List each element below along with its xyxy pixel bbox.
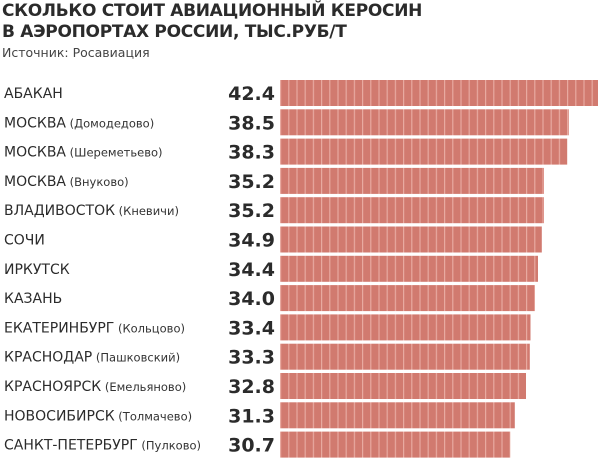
- chart-source: Источник: Росавиация: [2, 45, 150, 60]
- category-label: СОЧИ: [4, 233, 45, 249]
- value-label: 33.4: [228, 317, 275, 339]
- bar: [280, 343, 530, 370]
- value-label: 32.8: [228, 376, 275, 398]
- value-label: 34.9: [228, 230, 275, 252]
- value-label: 34.0: [228, 288, 275, 310]
- bar: [280, 226, 542, 253]
- bar: [280, 109, 569, 136]
- category-label: МОСКВА (Внуково): [4, 174, 129, 190]
- category-label: ИРКУТСК: [4, 262, 70, 278]
- category-label: ВЛАДИВОСТОК (Кневичи): [4, 203, 179, 219]
- bar: [280, 402, 515, 429]
- category-label: КРАСНОДАР (Пашковский): [4, 350, 180, 366]
- bar: [280, 138, 568, 165]
- category-label: КАЗАНЬ: [4, 291, 62, 307]
- bar: [280, 197, 544, 224]
- bar: [280, 167, 544, 194]
- value-label: 35.2: [228, 200, 275, 222]
- category-label: МОСКВА (Домодедово): [4, 115, 154, 131]
- bar: [280, 255, 538, 282]
- category-label: НОВОСИБИРСК (Толмачево): [4, 408, 192, 424]
- bar: [280, 285, 535, 312]
- value-label: 38.3: [228, 142, 275, 164]
- category-label: САНКТ-ПЕТЕРБУРГ (Пулково): [4, 438, 201, 454]
- category-label: АБАКАН: [4, 86, 63, 102]
- value-label: 31.3: [228, 405, 275, 427]
- category-label: КРАСНОЯРСК (Емельяново): [4, 379, 186, 395]
- value-label: 38.5: [228, 112, 275, 134]
- bar: [280, 373, 526, 399]
- bar: [280, 314, 531, 341]
- chart-title-line-1: СКОЛЬКО СТОИТ АВИАЦИОННЫЙ КЕРОСИН: [2, 1, 423, 21]
- value-label: 34.4: [228, 259, 275, 281]
- bar: [280, 431, 511, 458]
- category-label: ЕКАТЕРИНБУРГ (Кольцово): [4, 320, 185, 336]
- bar: [280, 80, 598, 106]
- value-label: 33.3: [228, 347, 275, 369]
- value-label: 30.7: [228, 435, 275, 457]
- category-label: МОСКВА (Шереметьево): [4, 145, 163, 161]
- chart-title-line-2: В АЭРОПОРТАХ РОССИИ, ТЫС.РУБ/Т: [2, 22, 347, 42]
- value-label: 35.2: [228, 171, 275, 193]
- value-label: 42.4: [228, 83, 275, 105]
